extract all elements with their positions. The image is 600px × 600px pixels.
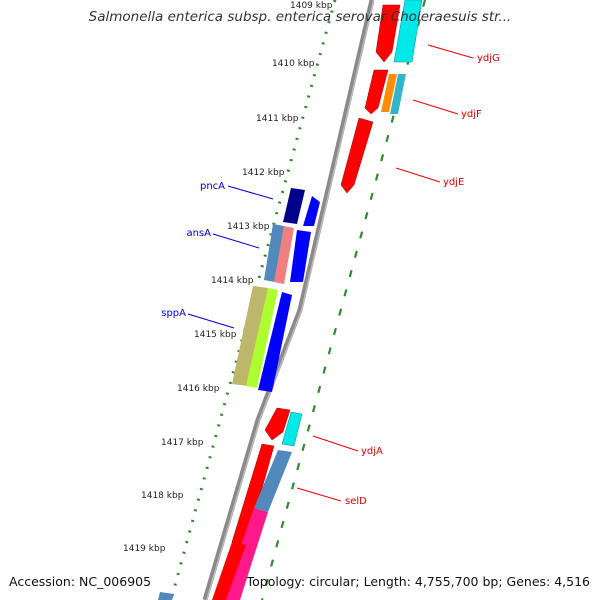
sppA-connector: [187, 313, 235, 329]
ydjE-connector: [395, 167, 441, 183]
gene-orange[interactable]: [381, 74, 397, 112]
gene-cyan-1[interactable]: [393, 0, 423, 63]
gene-blue-2[interactable]: [290, 230, 311, 282]
gene-ydjE-feature[interactable]: [340, 117, 374, 194]
selD-connector: [296, 487, 342, 502]
ansA-connector: [212, 233, 260, 249]
gene-label-selD: selD: [345, 496, 367, 507]
tick-label-1417-kbp: 1417 kbp: [161, 438, 204, 448]
gene-label-sppA: sppA: [161, 308, 186, 319]
gene-blue-1[interactable]: [303, 196, 320, 226]
pncA-connector: [227, 185, 274, 200]
gene-label-pncA: pncA: [200, 181, 225, 192]
tick-label-1411-kbp: 1411 kbp: [256, 114, 299, 124]
ydjG-connector: [427, 44, 474, 59]
gene-sppA-feature[interactable]: [232, 286, 268, 386]
tick-label-1412-kbp: 1412 kbp: [242, 168, 285, 178]
tick-label-1409-kbp: 1409 kbp: [290, 1, 333, 11]
gene-cyan-3[interactable]: [281, 411, 303, 447]
tick-label-1418-kbp: 1418 kbp: [141, 491, 184, 501]
gene-blue-3[interactable]: [258, 292, 292, 392]
tick-line-outer: [169, 0, 337, 600]
gene-label-ydjF: ydjF: [461, 109, 482, 120]
gene-pncA-feature[interactable]: [283, 188, 305, 224]
gene-ydjG-feature[interactable]: [375, 4, 401, 63]
tick-label-1419-kbp: 1419 kbp: [123, 544, 166, 554]
gene-ydjA-feature[interactable]: [264, 407, 291, 441]
gene-blue-bottom[interactable]: [158, 592, 174, 600]
tick-label-1416-kbp: 1416 kbp: [177, 384, 220, 394]
accession-text: Accession: NC_006905: [9, 574, 152, 589]
gene-red-long-2[interactable]: [212, 542, 246, 600]
ydjF-connector: [412, 99, 459, 115]
gene-salmon[interactable]: [274, 226, 294, 284]
gene-lime[interactable]: [246, 288, 278, 388]
gene-label-ydjA: ydjA: [361, 446, 383, 457]
tick-label-1414-kbp: 1414 kbp: [211, 276, 254, 286]
genome-backbone: [202, 0, 375, 600]
gene-label-ydjG: ydjG: [477, 53, 500, 64]
gene-ydjF-feature[interactable]: [364, 69, 389, 115]
ydjA-connector: [312, 435, 359, 452]
gene-ansA-feature[interactable]: [264, 224, 284, 282]
gene-label-ansA: ansA: [186, 228, 211, 239]
tick-label-1415-kbp: 1415 kbp: [194, 330, 237, 340]
tick-label-1410-kbp: 1410 kbp: [272, 59, 315, 69]
gene-selD-feature[interactable]: [254, 450, 292, 512]
gene-cyan-2[interactable]: [390, 74, 406, 114]
map-title: Salmonella enterica subsp. enterica sero…: [88, 9, 512, 25]
gene-label-ydjE: ydjE: [443, 177, 464, 188]
tick-labels: 1409 kbp 1410 kbp 1411 kbp 1412 kbp 1413 kbp…: [123, 1, 333, 554]
topology-text: Topology: circular; Length: 4,755,700 bp…: [246, 574, 590, 589]
tick-label-1413-kbp: 1413 kbp: [227, 222, 270, 232]
